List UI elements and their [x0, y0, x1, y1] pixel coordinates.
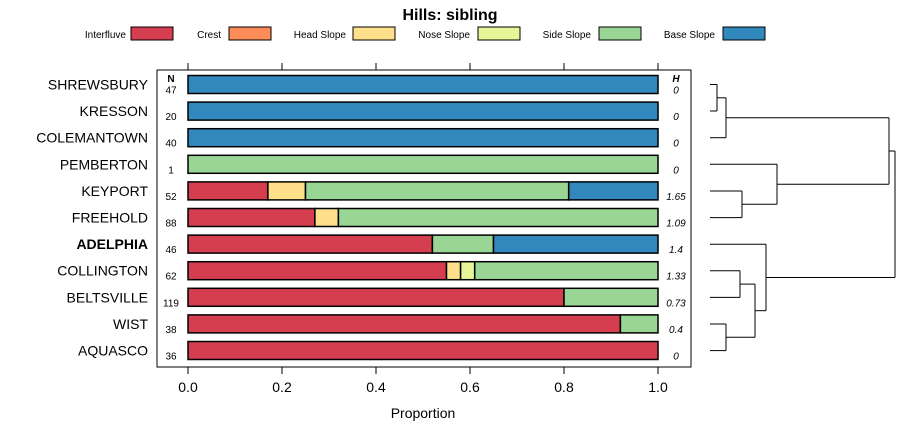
x-tick-label-0-0: 0.0	[178, 379, 198, 395]
bar-segment-freehold-side-slope	[337, 207, 659, 228]
bar-segment-wist-interfluve	[187, 314, 622, 334]
bar-segment-freehold-interfluve	[187, 207, 316, 228]
row-n-wist: 38	[165, 325, 177, 336]
x-tick-label-0-4: 0.4	[366, 379, 386, 395]
bar-segment-shrewsbury-base-slope	[187, 74, 659, 95]
row-n-adelphia: 46	[165, 245, 177, 256]
bar-segment-collington-side-slope	[473, 260, 659, 281]
bar-segment-keyport-interfluve	[187, 181, 269, 201]
row-label-kresson: KRESSON	[80, 103, 148, 119]
row-h-wist: 0.4	[669, 325, 683, 336]
legend-swatch-interfluve	[130, 26, 174, 41]
bar-segment-collington-nose-slope	[459, 260, 476, 281]
h-header: H	[672, 74, 680, 85]
legend-label-base-slope: Base Slope	[664, 30, 716, 41]
row-label-colemantown: COLEMANTOWN	[36, 130, 148, 146]
dendrogram	[710, 84, 896, 352]
bar-segment-collington-head-slope	[445, 260, 462, 281]
row-label-beltsville: BELTSVILLE	[67, 289, 148, 305]
row-n-freehold: 88	[165, 219, 177, 230]
bar-segment-keyport-side-slope	[304, 181, 570, 201]
bar-rows: SHREWSBURY 47 0 KRESSON 20 0 COLEMANTOWN 40 0 PEM…	[36, 74, 686, 363]
row-label-aquasco: AQUASCO	[78, 343, 148, 359]
x-tick-label-0-6: 0.6	[460, 379, 480, 395]
row-h-colemantown: 0	[673, 139, 679, 150]
row-label-pemberton: PEMBERTON	[60, 156, 148, 172]
row-h-adelphia: 1.4	[669, 245, 683, 256]
legend-swatch-head-slope	[352, 26, 396, 41]
row-n-collington: 62	[165, 272, 177, 283]
row-n-keyport: 52	[165, 192, 177, 203]
x-axis-label: Proportion	[391, 405, 456, 421]
bar-segment-keyport-base-slope	[567, 181, 659, 201]
legend-swatch-base-slope	[722, 26, 766, 41]
row-n-shrewsbury: 47	[165, 86, 177, 97]
bar-segment-beltsville-side-slope	[563, 287, 659, 308]
bar-segment-colemantown-base-slope	[187, 127, 659, 148]
n-header: N	[167, 74, 174, 85]
bar-segment-aquasco-interfluve	[187, 340, 659, 361]
row-n-kresson: 20	[165, 112, 177, 123]
row-n-colemantown: 40	[165, 139, 177, 150]
legend-label-crest: Crest	[197, 30, 221, 41]
row-h-pemberton: 0	[673, 165, 679, 176]
legend-label-nose-slope: Nose Slope	[418, 30, 470, 41]
row-h-shrewsbury: 0	[673, 86, 679, 97]
x-tick-label-1-0: 1.0	[648, 379, 668, 395]
row-h-collington: 1.33	[666, 272, 686, 283]
x-tick-label-0-8: 0.8	[554, 379, 574, 395]
bar-segment-adelphia-side-slope	[431, 234, 495, 254]
row-label-freehold: FREEHOLD	[72, 210, 148, 226]
row-h-aquasco: 0	[673, 352, 679, 363]
legend-swatch-side-slope	[598, 26, 642, 41]
bar-segment-kresson-base-slope	[187, 101, 659, 121]
row-n-pemberton: 1	[168, 165, 174, 176]
bar-segment-adelphia-base-slope	[492, 234, 659, 254]
row-label-wist: WIST	[113, 316, 148, 332]
row-h-freehold: 1.09	[666, 219, 686, 230]
plot-frame	[156, 69, 692, 368]
row-label-adelphia: ADELPHIA	[76, 236, 148, 252]
row-h-kresson: 0	[673, 112, 679, 123]
bar-segment-wist-side-slope	[619, 314, 659, 334]
legend-label-side-slope: Side Slope	[543, 30, 592, 41]
row-h-keyport: 1.65	[666, 192, 686, 203]
row-h-beltsville: 0.73	[666, 298, 686, 309]
row-label-collington: COLLINGTON	[57, 263, 148, 279]
x-tick-label-0-2: 0.2	[272, 379, 292, 395]
bar-segment-freehold-head-slope	[314, 207, 340, 228]
row-n-aquasco: 36	[165, 352, 177, 363]
bar-segment-beltsville-interfluve	[187, 287, 565, 308]
row-label-keyport: KEYPORT	[81, 183, 148, 199]
legend-label-head-slope: Head Slope	[294, 30, 347, 41]
legend-swatch-nose-slope	[477, 26, 521, 41]
chart-title: Hills: sibling	[402, 7, 497, 24]
row-n-beltsville: 119	[163, 298, 179, 309]
legend-swatch-crest	[228, 26, 272, 41]
bar-segment-pemberton-side-slope	[187, 154, 659, 175]
legend-label-interfluve: Interfluve	[85, 30, 127, 41]
x-axis: 0.0 0.2 0.4 0.6 0.8 1.0	[178, 63, 668, 395]
bar-segment-adelphia-interfluve	[187, 234, 434, 254]
bar-segment-collington-interfluve	[187, 260, 448, 281]
row-label-shrewsbury: SHREWSBURY	[48, 77, 149, 93]
bar-segment-keyport-head-slope	[267, 181, 307, 201]
legend: Interfluve Crest Head Slope Nose Slope Side …	[85, 26, 766, 41]
